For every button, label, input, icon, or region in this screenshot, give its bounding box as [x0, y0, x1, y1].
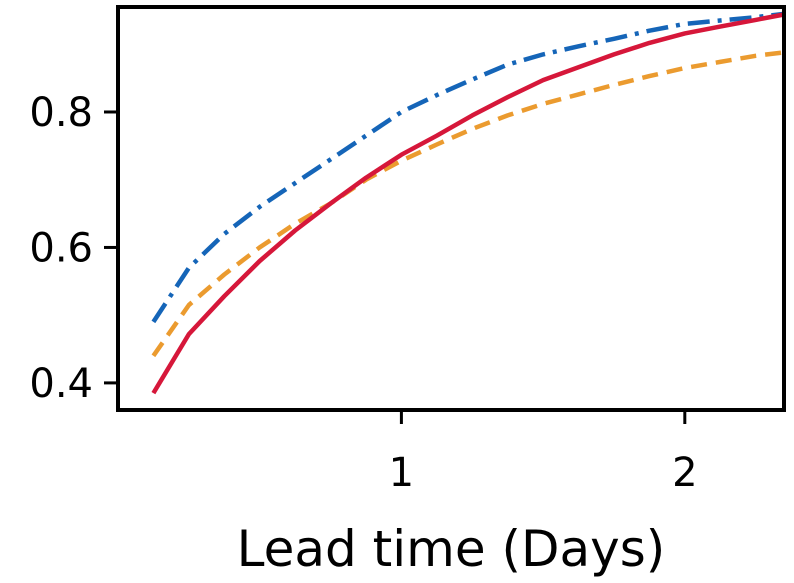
tick-layer: 1 2 0.4 0.6 0.8: [29, 90, 697, 496]
series-line-dashed: [151, 50, 785, 358]
plot-frame: [116, 5, 786, 412]
x-axis-title: Lead time (Days): [237, 520, 666, 578]
y-tick-label: 0.4: [29, 361, 93, 407]
series-line-dashdot: [151, 11, 785, 324]
y-tick-label: 0.8: [29, 90, 93, 136]
x-tick-label: 2: [672, 450, 697, 496]
series-layer: [151, 11, 785, 395]
x-tick-label: 1: [389, 450, 414, 496]
series-line-solid: [151, 12, 785, 395]
y-tick-label: 0.6: [29, 225, 93, 271]
